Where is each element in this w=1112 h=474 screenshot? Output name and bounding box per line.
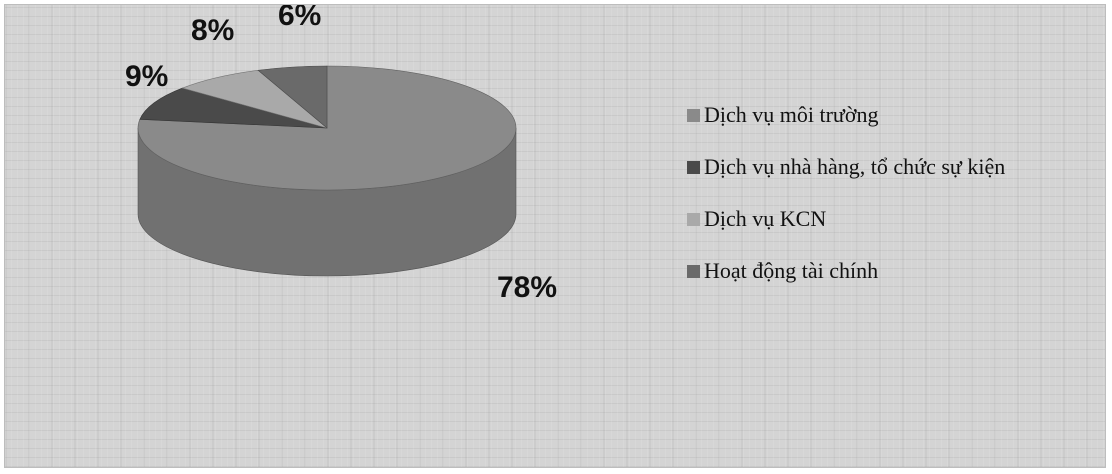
pie-tops bbox=[137, 65, 517, 191]
data-label: 8% bbox=[191, 14, 234, 47]
pie-slice bbox=[181, 69, 328, 129]
pie-labels: 78% 9% 8% 6% bbox=[125, 5, 557, 304]
pie-slice bbox=[139, 87, 328, 129]
data-label: 6% bbox=[278, 5, 321, 32]
legend-item: Hoạt động tài chính bbox=[687, 245, 1005, 297]
legend-item: Dịch vụ nhà hàng, tổ chức sự kiện bbox=[687, 141, 1005, 193]
legend-swatch bbox=[687, 212, 700, 226]
data-label: 9% bbox=[125, 60, 168, 93]
legend-item: Dịch vụ môi trường bbox=[687, 89, 1005, 141]
legend-label: Dịch vụ nhà hàng, tổ chức sự kiện bbox=[704, 154, 1006, 179]
legend-swatch bbox=[687, 160, 700, 174]
legend-label: Hoạt động tài chính bbox=[704, 258, 879, 283]
legend-swatch bbox=[687, 108, 700, 122]
pie-slice bbox=[257, 65, 328, 129]
legend-item: Dịch vụ KCN bbox=[687, 193, 1005, 245]
chart-area: 78% 9% 8% 6% Dịch vụ môi trường Dịch vụ nhà … bbox=[4, 4, 1106, 468]
legend-swatch bbox=[687, 264, 700, 278]
legend-label: Dịch vụ KCN bbox=[704, 206, 827, 231]
data-label: 78% bbox=[497, 271, 557, 304]
legend-label: Dịch vụ môi trường bbox=[704, 102, 879, 127]
pie-chart: 78% 9% 8% 6% bbox=[125, 5, 557, 304]
legend: Dịch vụ môi trường Dịch vụ nhà hàng, tổ c… bbox=[687, 89, 1005, 297]
